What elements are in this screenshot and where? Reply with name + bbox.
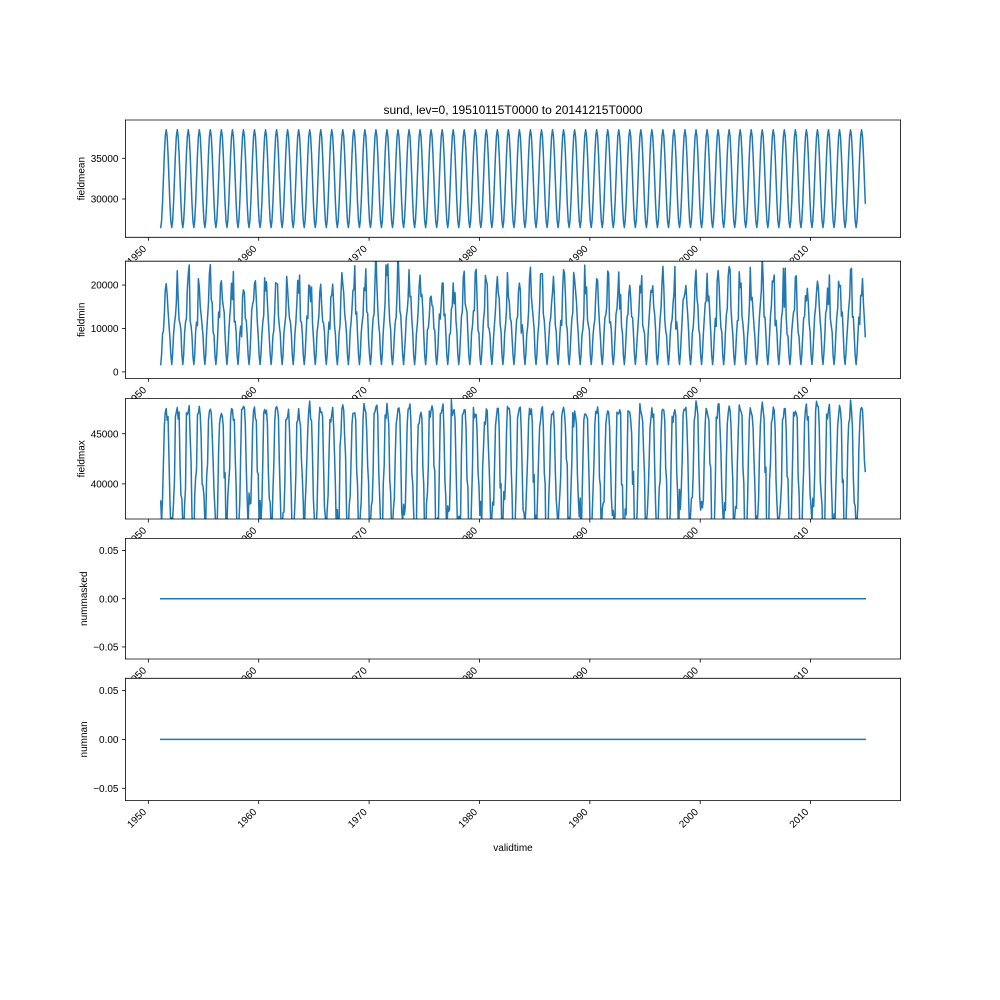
svg-text:nummasked: nummasked (79, 571, 90, 625)
svg-text:35000: 35000 (91, 154, 119, 165)
svg-text:0: 0 (113, 368, 119, 379)
svg-text:0.05: 0.05 (99, 546, 119, 557)
svg-text:−0.05: −0.05 (93, 643, 119, 654)
svg-text:40000: 40000 (91, 480, 119, 491)
svg-text:sund, lev=0, 19510115T0000 to: sund, lev=0, 19510115T0000 to 20141215T0… (384, 103, 643, 117)
svg-text:fieldmean: fieldmean (77, 157, 88, 200)
svg-text:−0.05: −0.05 (93, 784, 119, 795)
svg-text:0.00: 0.00 (99, 594, 119, 605)
svg-text:30000: 30000 (91, 195, 119, 206)
svg-text:10000: 10000 (91, 324, 119, 335)
svg-text:0.00: 0.00 (99, 735, 119, 746)
svg-text:45000: 45000 (91, 429, 119, 440)
svg-text:fieldmin: fieldmin (77, 303, 88, 337)
svg-text:numnan: numnan (79, 721, 90, 757)
svg-text:20000: 20000 (91, 281, 119, 292)
svg-text:validtime: validtime (493, 843, 533, 854)
svg-text:0.05: 0.05 (99, 686, 119, 697)
svg-text:fieldmax: fieldmax (77, 440, 88, 477)
